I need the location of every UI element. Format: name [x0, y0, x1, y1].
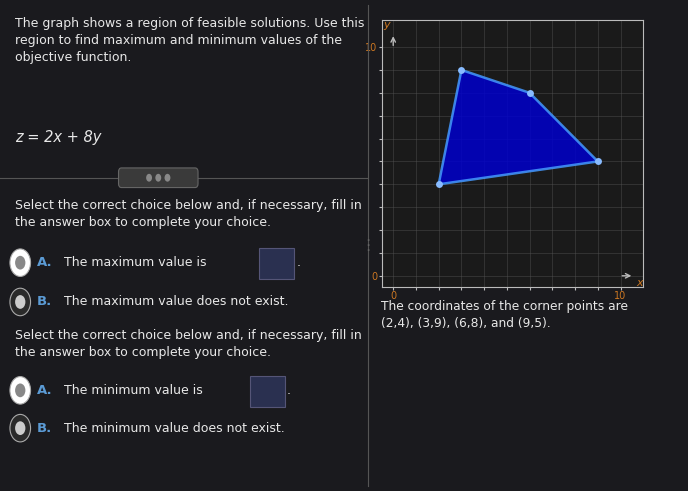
Text: The maximum value is: The maximum value is — [65, 256, 207, 269]
Circle shape — [146, 174, 152, 182]
Circle shape — [15, 256, 25, 270]
Text: The minimum value is: The minimum value is — [65, 384, 203, 397]
FancyBboxPatch shape — [250, 376, 286, 407]
Text: Select the correct choice below and, if necessary, fill in
the answer box to com: Select the correct choice below and, if … — [14, 329, 361, 359]
Text: B.: B. — [37, 422, 52, 435]
Text: z = 2x + 8y: z = 2x + 8y — [14, 130, 101, 145]
Polygon shape — [439, 70, 598, 184]
Circle shape — [10, 249, 30, 276]
Circle shape — [10, 288, 30, 316]
Text: x: x — [636, 278, 643, 288]
Circle shape — [15, 421, 25, 435]
Text: A.: A. — [37, 384, 52, 397]
Text: y: y — [383, 20, 389, 30]
Text: .: . — [287, 384, 291, 397]
Text: The coordinates of the corner points are
(2,4), (3,9), (6,8), and (9,5).: The coordinates of the corner points are… — [381, 300, 628, 330]
Text: .: . — [297, 256, 300, 269]
FancyBboxPatch shape — [118, 168, 198, 188]
Text: A.: A. — [37, 256, 52, 269]
Circle shape — [164, 174, 171, 182]
Text: The graph shows a region of feasible solutions. Use this
region to find maximum : The graph shows a region of feasible sol… — [14, 17, 364, 64]
Text: The maximum value does not exist.: The maximum value does not exist. — [65, 296, 289, 308]
Circle shape — [10, 414, 30, 442]
Text: Select the correct choice below and, if necessary, fill in
the answer box to com: Select the correct choice below and, if … — [14, 199, 361, 229]
Text: The minimum value does not exist.: The minimum value does not exist. — [65, 422, 285, 435]
Circle shape — [155, 174, 161, 182]
Circle shape — [15, 295, 25, 309]
Text: ⋮: ⋮ — [361, 238, 376, 253]
Circle shape — [10, 377, 30, 404]
Circle shape — [15, 383, 25, 397]
Text: B.: B. — [37, 296, 52, 308]
FancyBboxPatch shape — [259, 248, 294, 279]
